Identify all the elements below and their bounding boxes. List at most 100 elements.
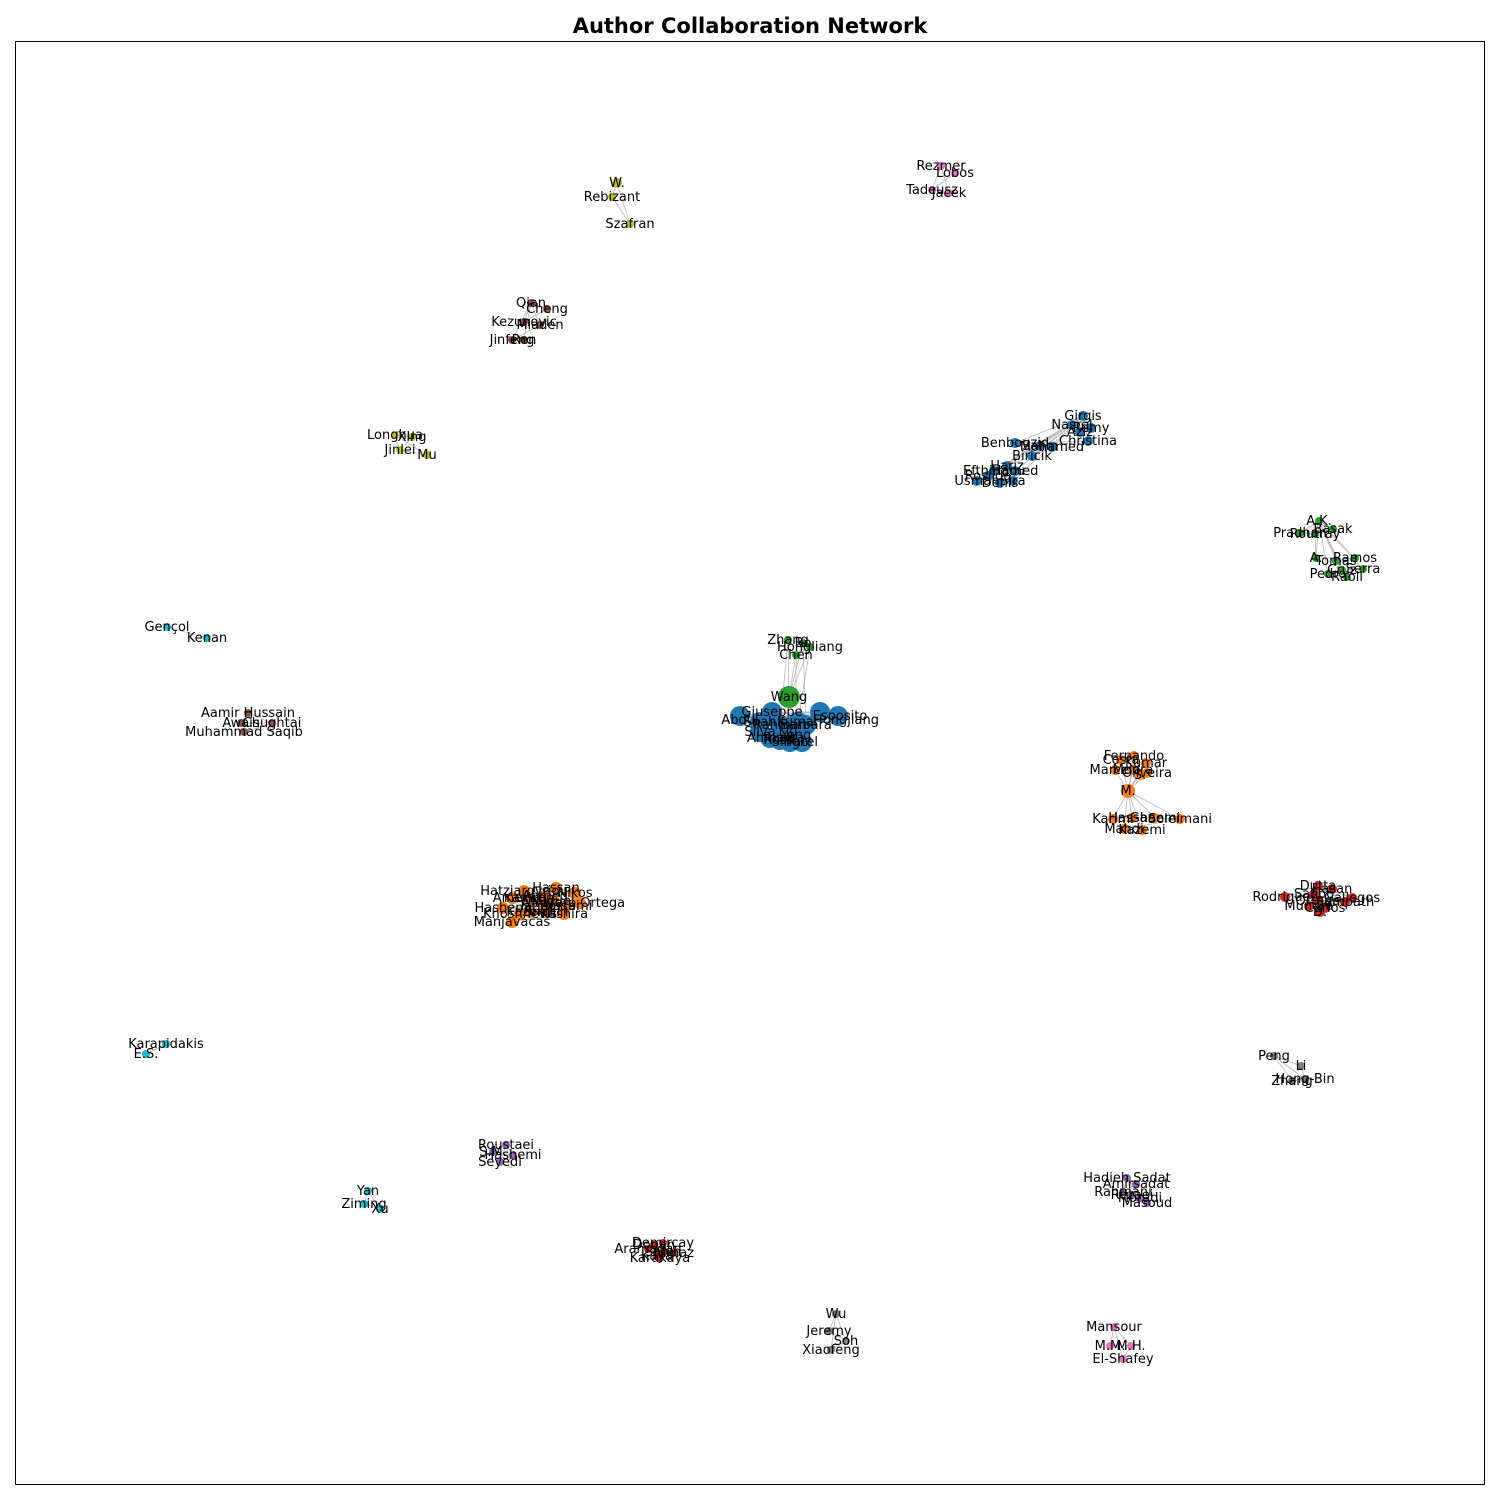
author-label: Szafran	[605, 217, 654, 232]
author-label: Kezunovic	[491, 315, 557, 330]
author-label: Usman	[954, 474, 999, 489]
author-node	[1129, 751, 1139, 761]
author-node	[995, 478, 1005, 488]
author-node	[1313, 896, 1323, 906]
author-node	[543, 305, 551, 313]
author-label: Hashemi	[474, 901, 531, 916]
cluster-nodes-wang	[778, 636, 814, 708]
author-label: Pedro	[1310, 567, 1347, 582]
author-node	[1136, 1194, 1144, 1202]
author-node	[1047, 442, 1057, 452]
author-label: Silva	[744, 725, 775, 740]
author-node	[1311, 530, 1319, 538]
cluster-nodes-peng	[1270, 1052, 1309, 1085]
author-node	[1075, 427, 1085, 437]
author-label: Kumar	[1125, 756, 1168, 771]
author-node	[1127, 1342, 1135, 1350]
author-node	[423, 451, 431, 459]
collaboration-edge	[1273, 1055, 1306, 1080]
author-node	[569, 887, 581, 899]
collaboration-edge	[1273, 1055, 1302, 1067]
author-label: Ahmed	[522, 889, 568, 904]
collaboration-edge	[616, 182, 631, 225]
author-node	[1359, 565, 1367, 573]
author-label: M.H.	[1116, 1339, 1145, 1354]
author-label: Xiaofeng	[802, 1343, 860, 1358]
author-label: Rahman	[753, 718, 807, 733]
author-node	[626, 220, 634, 228]
author-label: Efthimiou	[963, 464, 1025, 479]
author-label: Hasan	[1312, 882, 1353, 897]
author-node	[972, 476, 982, 486]
author-label: Mohamed	[1020, 440, 1084, 455]
collaboration-edge	[797, 646, 811, 723]
author-label: Abdul	[721, 713, 758, 728]
author-label: Qian	[516, 296, 546, 311]
author-label: Dutta	[1300, 879, 1336, 894]
author-node	[1288, 1077, 1296, 1085]
author-node	[774, 728, 794, 748]
author-node	[945, 189, 953, 197]
author-node	[612, 178, 622, 188]
author-node	[536, 321, 544, 329]
author-label: Alvaro	[521, 896, 562, 911]
author-node	[376, 1205, 384, 1213]
cluster-nodes-mansour	[1106, 1323, 1135, 1363]
author-node	[1035, 441, 1045, 451]
author-node	[408, 433, 416, 441]
author-label: Liu	[778, 725, 797, 740]
author-label: Jinfeng	[489, 333, 535, 348]
cluster-labels-hadieh: Hadieh SadatAmirsadatRahmaniRezaeiMoradi…	[1083, 1171, 1172, 1211]
author-label: Mundra	[1284, 899, 1333, 914]
cluster-nodes-yan	[360, 1187, 384, 1213]
author-label: Hatziargyriou	[480, 884, 567, 899]
author-label: Singh	[772, 735, 809, 750]
nodes-layer	[142, 162, 1367, 1363]
author-label: E.S.	[134, 1047, 159, 1062]
author-node	[1110, 1323, 1118, 1331]
author-label: Chen	[779, 648, 813, 663]
collaboration-edge	[1123, 818, 1181, 830]
author-node	[842, 1337, 850, 1345]
author-node	[1304, 901, 1314, 911]
author-label: Christina	[1059, 434, 1117, 449]
author-label: Aramagan	[614, 1242, 681, 1257]
author-node	[1086, 423, 1096, 433]
author-label: Jacek	[931, 186, 967, 201]
cluster-nodes-dutta	[1280, 881, 1357, 917]
author-label: Demircay	[632, 1236, 694, 1251]
author-label: Hong-Bin	[1275, 1072, 1334, 1087]
author-node	[1132, 1180, 1140, 1188]
author-label: Masoud	[1122, 1196, 1172, 1211]
author-label: Álvaro Ortega	[535, 895, 625, 911]
author-label: Mansour	[1086, 1320, 1142, 1335]
author-label: Hassan	[1108, 811, 1156, 826]
cluster-nodes-gencol	[163, 623, 211, 642]
author-label: Fernando	[1104, 749, 1165, 764]
cluster-nodes-longhua	[391, 431, 431, 459]
author-label: Hongliang	[777, 640, 843, 655]
author-label: Yong	[780, 728, 812, 743]
author-node	[1135, 770, 1145, 780]
author-node	[828, 706, 848, 726]
author-node	[1010, 466, 1020, 476]
cluster-edges-gencol	[166, 626, 208, 639]
author-label: Salim	[1022, 439, 1058, 454]
collaboration-edge	[1314, 533, 1317, 559]
author-node	[506, 916, 518, 928]
author-node	[523, 892, 535, 904]
author-node	[1116, 755, 1126, 765]
author-node	[1324, 570, 1332, 578]
author-label: Longhua	[367, 428, 423, 443]
author-node	[514, 908, 526, 920]
author-label: Shahin	[524, 905, 569, 920]
author-label: Zhang	[1271, 1074, 1313, 1089]
collaboration-edge	[940, 165, 950, 194]
author-node	[520, 336, 528, 344]
collaboration-edge	[394, 434, 428, 456]
collaboration-edge	[835, 1313, 847, 1342]
